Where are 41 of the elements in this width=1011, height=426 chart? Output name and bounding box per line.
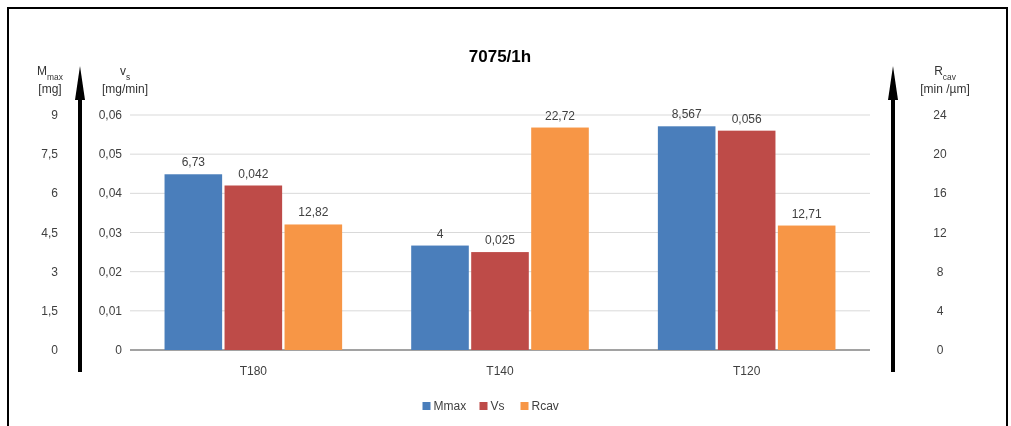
bar <box>531 127 589 350</box>
y2-tick-label: 4 <box>936 303 944 318</box>
y3-tick-label: 0,04 <box>98 186 123 201</box>
data-label: 6,73 <box>181 155 206 170</box>
chart-title: 7075/1h <box>468 47 532 66</box>
y-tick-label: 3 <box>51 264 59 279</box>
x-tick-label: T140 <box>486 364 514 378</box>
y-tick-label: 4,5 <box>41 225 59 240</box>
y2-tick-label: 20 <box>933 147 947 162</box>
data-label: 0,025 <box>484 233 516 248</box>
y3-tick-label: 0,03 <box>98 225 123 240</box>
y2-tick-label: 8 <box>936 264 944 279</box>
y2-tick-label: 16 <box>933 186 947 201</box>
y3-tick-label: 0,01 <box>98 303 123 318</box>
y3-tick-label: 0,06 <box>98 108 123 122</box>
y3-tick-label: 0,05 <box>98 147 123 162</box>
x-tick-label: T120 <box>732 364 761 378</box>
y2-axis-title: R$_{cav}$ [min /µm] <box>920 64 970 96</box>
data-label: 4 <box>436 226 444 241</box>
y-tick-label: 0 <box>51 343 59 357</box>
y-tick-label: 6 <box>51 186 59 201</box>
y-tick-label: 9 <box>51 108 59 122</box>
y-tick-label: 1,5 <box>41 303 59 318</box>
data-label: 0,042 <box>238 166 269 181</box>
y2-tick-label: 0 <box>936 343 944 357</box>
data-label: 22,72 <box>544 108 576 123</box>
legend-label: Rcav <box>531 399 559 413</box>
x-tick-label: T180 <box>239 364 268 378</box>
y3-tick-label: 0 <box>115 343 123 357</box>
y2-tick-label: 24 <box>933 108 947 122</box>
data-label: 12,71 <box>791 206 823 221</box>
legend-label: Mmax <box>433 399 467 413</box>
y3-axis-title: v$_{s}$ [mg/min] <box>101 64 149 96</box>
y-axis-title: M$_{max}$ [mg] <box>37 64 64 96</box>
data-label: 8,567 <box>671 107 703 122</box>
y-tick-label: 7,5 <box>41 147 59 162</box>
data-label: 0,056 <box>731 111 763 126</box>
legend-label: Vs <box>490 399 505 413</box>
y2-tick-label: 12 <box>933 225 947 240</box>
data-label: 12,82 <box>298 205 329 220</box>
y3-tick-label: 0,02 <box>98 264 123 279</box>
